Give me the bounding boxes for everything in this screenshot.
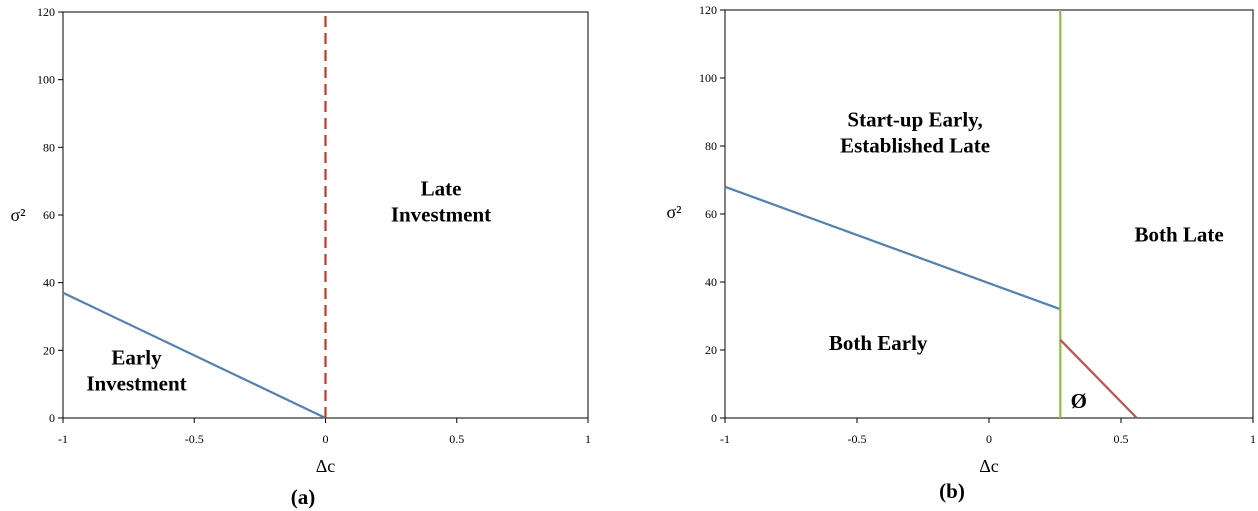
y-axis-label: σ² <box>666 202 681 222</box>
y-tick-label: 40 <box>43 276 55 290</box>
x-axis-label: Δc <box>316 456 336 476</box>
y-tick-label: 120 <box>37 5 55 19</box>
x-tick-label: 0 <box>986 432 992 446</box>
region-label: Ø <box>1071 389 1087 413</box>
y-tick-label: 100 <box>699 71 717 85</box>
x-tick-label: -0.5 <box>185 432 204 446</box>
y-tick-label: 0 <box>711 411 717 425</box>
region-label: Investment <box>86 372 186 396</box>
region-label: Both Late <box>1134 222 1223 246</box>
x-tick-label: 0.5 <box>449 432 464 446</box>
x-tick-label: -1 <box>720 432 730 446</box>
series-line-3 <box>1059 339 1138 419</box>
series-line-1 <box>62 291 326 419</box>
region-label: Both Early <box>829 331 928 355</box>
y-tick-label: 20 <box>43 343 55 357</box>
x-tick-label: 0.5 <box>1114 432 1129 446</box>
x-tick-label: 1 <box>1250 432 1256 446</box>
y-tick-label: 80 <box>43 140 55 154</box>
x-axis-label: Δc <box>979 456 999 476</box>
y-tick-label: 120 <box>699 3 717 17</box>
plot-area <box>724 9 1254 419</box>
x-tick-label: 1 <box>585 432 591 446</box>
y-tick-label: 60 <box>705 207 717 221</box>
y-tick-label: 20 <box>705 343 717 357</box>
x-tick-label: 0 <box>323 432 329 446</box>
y-axis-label: σ² <box>10 205 25 225</box>
y-tick-label: 40 <box>705 275 717 289</box>
x-tick-label: -0.5 <box>848 432 867 446</box>
panel-label: (a) <box>291 485 316 509</box>
y-tick-label: 80 <box>705 139 717 153</box>
region-label: Early <box>111 346 162 370</box>
x-tick-label: -1 <box>58 432 68 446</box>
region-label: Established Late <box>840 133 990 157</box>
region-label: Start-up Early, <box>847 107 982 131</box>
chart-panel-2: 0 20 40 60 80 100 120 -1 -0.5 0 0.5 1 Start-up Early… <box>666 3 1256 503</box>
y-tick-label: 100 <box>37 73 55 87</box>
region-label: Late <box>421 176 462 200</box>
y-tick-label: 0 <box>49 411 55 425</box>
series-line-1 <box>724 185 1061 311</box>
y-tick-label: 60 <box>43 208 55 222</box>
panel-label: (b) <box>939 479 965 503</box>
region-label: Investment <box>391 202 491 226</box>
